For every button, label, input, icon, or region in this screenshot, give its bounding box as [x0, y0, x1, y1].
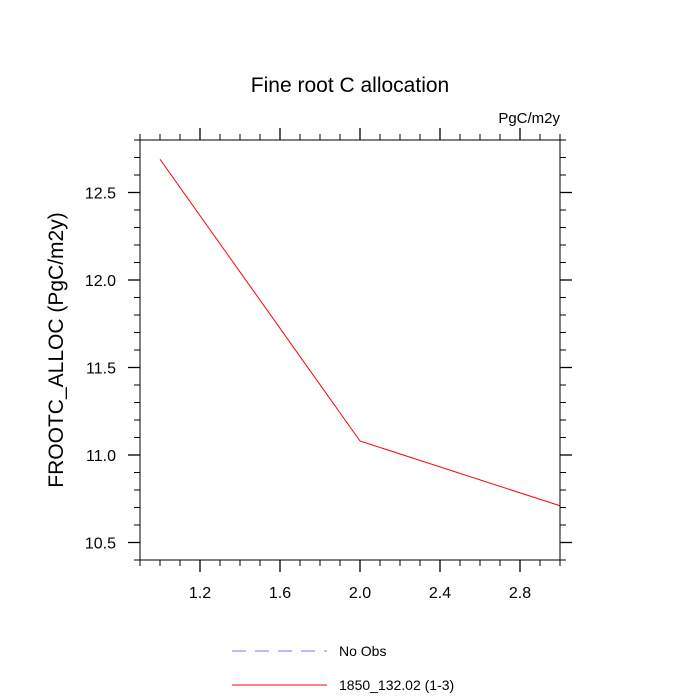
chart-title: Fine root C allocation [251, 74, 449, 97]
legend: No Obs 1850_132.02 (1-3) [232, 643, 454, 693]
legend-label-1850: 1850_132.02 (1-3) [339, 677, 454, 693]
y-tick-label: 10.5 [85, 536, 116, 553]
units-label: PgC/m2y [498, 110, 560, 127]
y-tick-label: 12.0 [85, 273, 116, 290]
y-axis-label: FROOTC_ALLOC (PgC/m2y) [45, 212, 68, 487]
y-tick-label: 11.0 [86, 448, 116, 465]
legend-label-no-obs: No Obs [339, 643, 386, 659]
x-tick-label: 2.8 [509, 585, 531, 602]
axis-ticks [128, 128, 572, 572]
x-tick-label: 2.4 [429, 585, 451, 602]
series-layer [159, 158, 561, 507]
axis-tick-labels: 1.2 1.6 2.0 2.4 2.8 10.5 11.0 11.5 12.0 12.5 [85, 186, 531, 603]
legend-item-no-obs: No Obs [232, 643, 386, 659]
plot-frame [139, 139, 561, 561]
x-tick-label: 1.2 [189, 585, 211, 602]
legend-item-1850: 1850_132.02 (1-3) [232, 677, 454, 693]
y-tick-label: 11.5 [86, 361, 116, 378]
x-tick-label: 2.0 [349, 585, 371, 602]
series-line-1 [159, 158, 561, 507]
y-tick-label: 12.5 [85, 186, 116, 203]
x-tick-label: 1.6 [269, 585, 291, 602]
